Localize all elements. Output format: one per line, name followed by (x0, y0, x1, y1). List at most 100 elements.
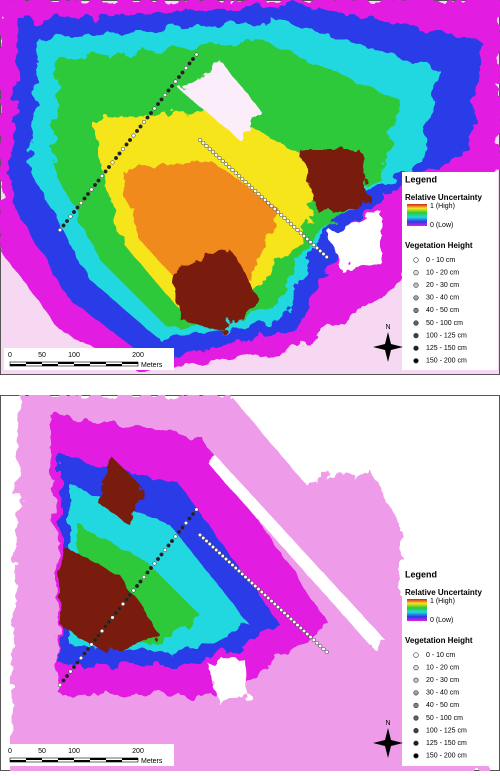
vegetation-class: 0 - 10 cm (426, 257, 455, 264)
survey-point (141, 119, 147, 125)
survey-point (201, 535, 206, 541)
survey-point (92, 182, 98, 188)
survey-point (292, 224, 297, 230)
scale-label: 50 (38, 352, 46, 359)
uncertainty-ramp (407, 599, 427, 621)
survey-point (201, 140, 206, 146)
survey-point (314, 640, 320, 646)
survey-point (96, 178, 101, 183)
scale-outline (9, 361, 139, 367)
scale-segment (106, 760, 122, 762)
survey-point (173, 79, 178, 84)
survey-point (134, 583, 140, 589)
survey-point (220, 158, 225, 164)
scale-segment (42, 364, 58, 366)
survey-point (145, 570, 150, 575)
vegetation-symbol (413, 295, 419, 301)
survey-point (194, 507, 199, 512)
survey-point (113, 610, 119, 616)
survey-point (166, 88, 171, 93)
legend-title: Legend (405, 569, 437, 579)
survey-point (298, 625, 303, 631)
survey-point (217, 155, 222, 161)
survey-point (311, 242, 316, 248)
vegetation-symbol (413, 677, 419, 683)
survey-point (210, 544, 216, 550)
survey-point (57, 682, 63, 688)
vegetation-class: 0 - 10 cm (426, 652, 455, 659)
survey-point (295, 227, 300, 233)
survey-point (61, 223, 66, 228)
survey-point (285, 613, 290, 619)
survey-point (71, 664, 77, 670)
survey-point (176, 529, 182, 535)
vegetation-class: 125 - 150 cm (426, 345, 467, 352)
survey-point (78, 655, 84, 661)
survey-point (183, 520, 189, 526)
map-region (300, 150, 370, 215)
survey-point (301, 233, 307, 239)
survey-point (89, 187, 94, 192)
survey-point (298, 230, 303, 236)
survey-point (190, 56, 196, 62)
survey-point (138, 579, 143, 584)
survey-point (243, 179, 248, 185)
survey-point (134, 128, 140, 134)
survey-point (155, 101, 161, 107)
survey-point (295, 622, 300, 628)
survey-point (308, 634, 313, 640)
scale-outline (9, 757, 139, 763)
survey-point (197, 137, 203, 143)
scale-label: 50 (38, 748, 46, 755)
survey-point (279, 607, 284, 613)
survey-point (275, 604, 281, 610)
survey-point (89, 642, 94, 647)
survey-point (269, 203, 274, 209)
vegetation-symbol (413, 652, 419, 658)
scale-segment (10, 760, 26, 762)
vegetation-class: 50 - 100 cm (426, 715, 463, 722)
north-arrow (373, 332, 403, 362)
map-region (170, 250, 260, 330)
vegetation-class: 20 - 30 cm (426, 282, 459, 289)
survey-point (117, 151, 122, 156)
survey-point (187, 516, 192, 521)
survey-point (253, 188, 258, 194)
survey-point (145, 115, 150, 120)
scale-segment (122, 362, 138, 364)
survey-point (117, 606, 122, 611)
survey-point (220, 553, 225, 559)
survey-point (169, 83, 175, 89)
survey-point (217, 550, 222, 556)
survey-point (190, 511, 196, 517)
vegetation-title: Vegetation Height (405, 241, 473, 250)
vegetation-class: 10 - 20 cm (426, 269, 459, 276)
vegetation-symbol (413, 665, 419, 671)
survey-point (106, 619, 112, 625)
vegetation-class: 30 - 40 cm (426, 295, 459, 302)
north-label: N (385, 324, 390, 331)
survey-point (57, 227, 63, 233)
survey-point (131, 588, 136, 593)
scale-segment (58, 362, 74, 364)
scale-unit: Meters (141, 758, 163, 765)
survey-point (187, 61, 192, 66)
vegetation-title: Vegetation Height (405, 636, 473, 645)
vegetation-symbol (413, 257, 419, 263)
survey-point (305, 236, 310, 242)
scale-segment (26, 362, 42, 364)
survey-point (292, 619, 297, 625)
map-region (205, 455, 385, 645)
survey-point (204, 538, 209, 544)
survey-point (324, 649, 329, 655)
survey-point (159, 552, 164, 557)
survey-point (227, 559, 232, 565)
survey-point (152, 561, 157, 566)
map-region (330, 210, 380, 270)
survey-point (253, 583, 258, 589)
survey-point (324, 254, 329, 260)
survey-point (113, 155, 119, 161)
survey-point (318, 248, 323, 254)
